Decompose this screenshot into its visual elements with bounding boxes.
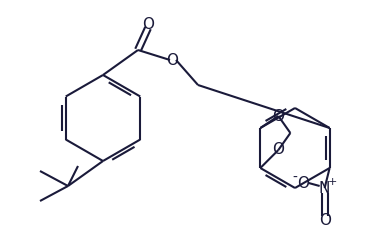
Text: O: O (319, 213, 331, 228)
Text: O: O (272, 142, 284, 158)
Text: O: O (272, 109, 284, 123)
Text: O: O (297, 176, 309, 191)
Text: O: O (166, 53, 178, 68)
Text: +: + (328, 177, 337, 187)
Text: N: N (319, 181, 330, 196)
Text: O: O (142, 17, 154, 32)
Text: -: - (292, 171, 297, 185)
